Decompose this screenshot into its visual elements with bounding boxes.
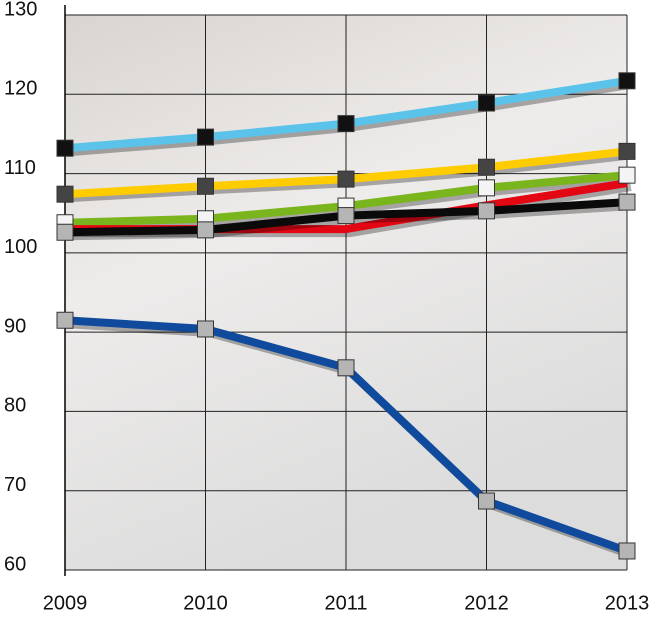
marker (478, 179, 495, 197)
y-tick-label: 60 (4, 553, 26, 575)
marker (56, 223, 74, 241)
marker (337, 170, 355, 188)
marker (618, 72, 636, 90)
marker (197, 128, 214, 146)
marker (478, 94, 495, 112)
marker (478, 158, 495, 176)
y-tick-label: 130 (4, 0, 37, 20)
marker (197, 221, 214, 239)
marker (618, 142, 636, 160)
x-tick-label: 2013 (605, 592, 650, 614)
marker (478, 492, 495, 510)
x-tick-label: 2010 (183, 592, 228, 614)
marker (618, 193, 636, 211)
marker (56, 139, 74, 157)
x-tick-label: 2012 (464, 592, 509, 614)
y-tick-label: 70 (4, 474, 26, 496)
y-tick-label: 80 (4, 395, 26, 417)
y-tick-label: 110 (4, 157, 36, 179)
y-tick-label: 90 (4, 315, 26, 337)
x-tick-label: 2011 (324, 592, 367, 614)
marker (337, 115, 355, 133)
marker (197, 320, 214, 338)
marker (337, 359, 355, 377)
x-tick-label: 2009 (43, 592, 88, 614)
marker (618, 542, 636, 560)
marker (56, 185, 74, 203)
y-tick-label: 120 (4, 78, 37, 100)
y-tick-label: 100 (4, 236, 37, 258)
marker (56, 311, 74, 329)
marker (197, 177, 214, 195)
marker (478, 202, 495, 220)
marker (337, 207, 355, 225)
marker (618, 166, 636, 184)
